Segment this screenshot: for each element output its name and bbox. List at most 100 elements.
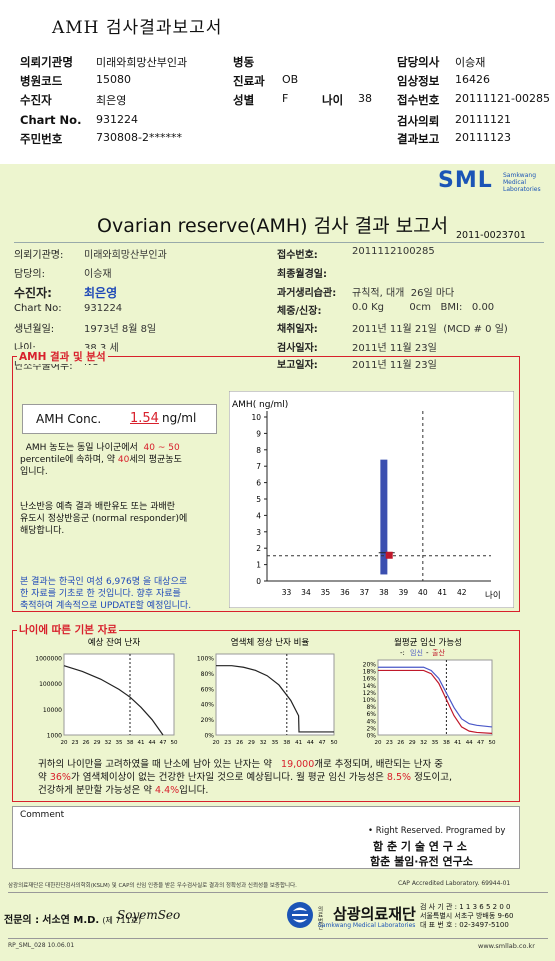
header-label: 검사의뢰 (397, 114, 440, 128)
x-tick-label: 41 (438, 588, 448, 597)
header-value: 최은영 (96, 94, 127, 107)
header-value: F (282, 92, 289, 105)
legend-sep: - (426, 649, 429, 657)
x-tick-label: 47 (477, 740, 484, 746)
header-value: OB (282, 73, 299, 86)
x-tick-label: 32 (260, 740, 267, 746)
header-label: 담당의사 (397, 55, 440, 69)
x-tick-label: 35 (432, 740, 439, 746)
sml-logo-text: Samkwang Medical Laboratories (503, 172, 541, 193)
x-tick-label: 23 (72, 740, 79, 746)
y-tick-label: 10 (251, 413, 261, 422)
report-label: 접수번호: (277, 250, 318, 261)
x-tick-label: 41 (454, 740, 461, 746)
y-tick-label: 16% (363, 676, 377, 683)
y-tick-label: 4 (256, 511, 261, 520)
doctor-line: 전문의 : 서소연 M.D. (제 711호) (4, 915, 142, 926)
header-label: Chart No. (20, 113, 82, 127)
y-tick-label: 10% (363, 697, 377, 704)
age-section-box (12, 630, 520, 802)
data-source-note: 본 결과는 한국인 여성 6,976명 을 대상으로 한 자료를 기초로 한 것입… (20, 577, 192, 611)
patient-value: 이승재 (84, 269, 112, 280)
x-tick-label: 20 (375, 740, 382, 746)
report-label: 검사일자: (277, 343, 318, 354)
amh-percentile-text: AMH 농도는 동일 나이군에서 40 ~ 50 percentile에 속하며… (20, 443, 182, 477)
x-tick-label: 32 (420, 740, 427, 746)
series-line (63, 665, 164, 736)
x-tick-label: 44 (307, 740, 314, 746)
x-tick-label: 35 (116, 740, 123, 746)
header-label: 수진자 (20, 93, 52, 107)
amh-conc-box (22, 404, 217, 434)
patient-value: 38.3 세 (84, 343, 119, 354)
y-tick-label: 1000 (47, 733, 62, 740)
header-label: 진료과 (233, 74, 265, 88)
x-tick-label: 32 (105, 740, 112, 746)
age-section-title: 나이에 따른 기본 자료 (17, 622, 119, 637)
small-chart-title: 월평균 임신 가능성 (394, 637, 462, 648)
x-tick-label: 36 (340, 588, 350, 597)
x-tick-label: 20 (61, 740, 68, 746)
legend-prefix: -: (400, 649, 405, 657)
legend-entry-pregnancy: 임신 (410, 648, 423, 657)
x-tick-label: 39 (399, 588, 409, 597)
y-tick-label: 0% (204, 733, 214, 740)
x-tick-label: 42 (457, 588, 467, 597)
small-chart-title: 예상 잔여 난자 (88, 637, 141, 648)
x-tick-label: 40 (418, 588, 428, 597)
foundation-name: 삼광의료재단 (333, 905, 416, 923)
patient-label: 난소수술여부: (14, 361, 73, 372)
y-tick-label: 0% (366, 733, 376, 740)
patient-label: Chart No: (14, 303, 62, 314)
header-label: 병동 (233, 55, 255, 69)
header-label: 접수번호 (397, 93, 440, 107)
patient-value: 1973년 8월 8일 (84, 324, 157, 335)
x-tick-label: 38 (283, 740, 290, 746)
monthly-pregnancy-chart: 월평균 임신 가능성 20%18%16%14%12%10%8%6%4%2%0%20… (363, 637, 496, 746)
programmer-line2: 함춘 불임·유전 연구소 (370, 855, 473, 868)
y-tick-label: 20% (363, 662, 377, 669)
amh-conc-value: 1.54 (130, 411, 159, 426)
title-divider (14, 242, 544, 243)
header-label: 임상정보 (397, 74, 440, 88)
report-label: 채취일자: (277, 324, 318, 335)
x-tick-label: 26 (236, 740, 243, 746)
series-line (216, 665, 334, 733)
amh-conc-unit: ng/ml (162, 411, 197, 425)
report-value: 규칙적, 대개 26일 마다 (352, 288, 455, 299)
rights-text: • Right Reserved. Programed by (368, 826, 506, 836)
y-tick-label: 2% (366, 725, 376, 732)
doctor-signature: SoyemSeo (117, 908, 181, 922)
y-tick-label: 80% (201, 671, 215, 678)
y-tick-label: 14% (363, 683, 377, 690)
x-tick-label: 29 (248, 740, 255, 746)
x-tick-label: 33 (282, 588, 292, 597)
header-value: 이승재 (455, 56, 486, 69)
y-tick-label: 0 (256, 577, 261, 586)
x-tick-label: 23 (224, 740, 231, 746)
x-tick-label: 41 (295, 740, 302, 746)
amh-section-box (12, 356, 520, 612)
patient-value: 931224 (84, 303, 123, 314)
series-line (378, 669, 493, 734)
responder-text: 난소반응 예측 결과 배란유도 또는 과배란 유도시 정상반응군 (normal … (20, 502, 188, 536)
foundation-contact: 검 사 기 관 : 1 1 3 6 5 2 0 0 서울특별시 서초구 방배동 9… (420, 903, 514, 929)
x-tick-label: 47 (160, 740, 167, 746)
website: www.smllab.co.kr (478, 942, 535, 950)
patient-label: 의뢰기관명: (14, 250, 64, 261)
y-tick-label: 12% (363, 690, 377, 697)
header-value: 20111123 (455, 131, 511, 144)
header-value: 15080 (96, 73, 131, 86)
x-tick-label: 34 (301, 588, 311, 597)
age-range-bar (380, 459, 388, 575)
report-value: 2011년 11월 23일 (352, 343, 437, 354)
x-tick-label: 50 (489, 740, 496, 746)
header-value: 미래와희망산부인과 (96, 56, 188, 69)
document-number: 2011-0023701 (456, 230, 526, 241)
report-value: 2011112100285 (352, 246, 435, 257)
x-tick-label: 41 (138, 740, 145, 746)
age-summary-text: 귀하의 나이만을 고려하였을 때 난소에 남아 있는 난자는 약 19,000개… (38, 759, 453, 796)
y-tick-label: 100000 (39, 681, 62, 688)
form-code: RP_SML_028 10.06.01 (8, 942, 75, 949)
